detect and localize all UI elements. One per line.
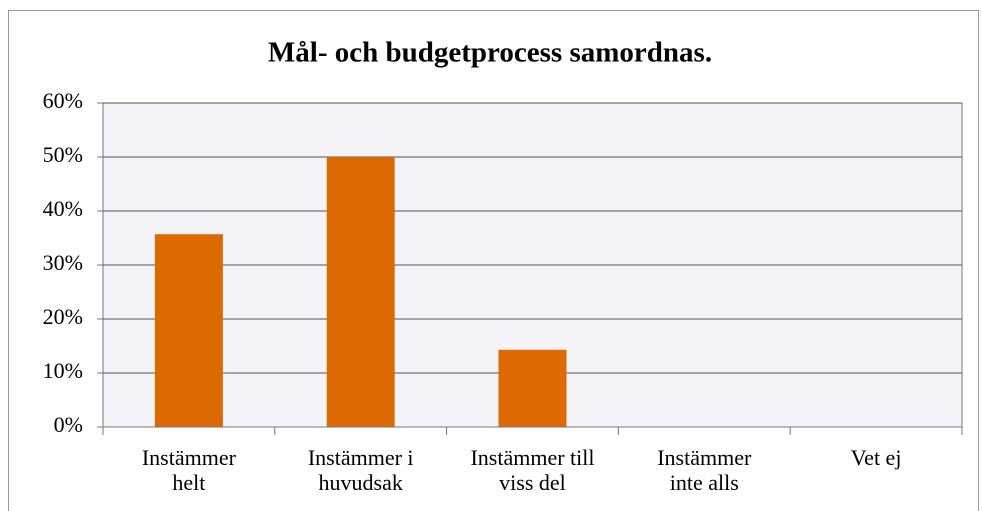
bar: [326, 157, 395, 427]
chart-title: Mål- och budgetprocess samordnas.: [268, 37, 712, 69]
bar: [154, 234, 223, 427]
x-tick-label: Instämmer inte alls: [657, 445, 752, 495]
y-tick-label: 50%: [43, 142, 83, 167]
x-tick-label: Instämmer i huvudsak: [307, 445, 414, 495]
x-tick-label: Instämmer till viss del: [470, 445, 595, 495]
x-tick-label: Vet ej: [850, 445, 902, 470]
y-tick-label: 60%: [43, 88, 83, 113]
y-tick-label: 10%: [43, 358, 83, 383]
y-tick-label: 40%: [43, 196, 83, 221]
y-tick-label: 30%: [43, 250, 83, 275]
y-tick-label: 0%: [54, 412, 83, 437]
bar: [498, 349, 567, 427]
y-tick-label: 20%: [43, 304, 83, 329]
x-tick-label: Instämmer helt: [141, 445, 236, 495]
